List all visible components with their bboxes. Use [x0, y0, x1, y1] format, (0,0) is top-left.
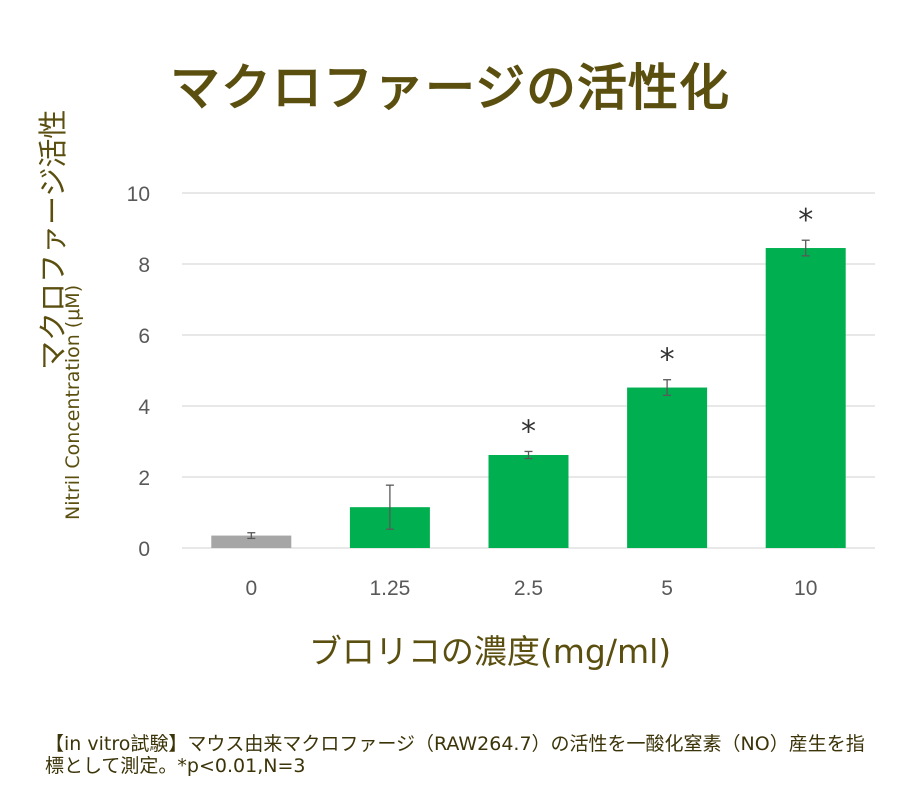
x-tick-label: 10 — [794, 577, 817, 600]
y-tick-label: 8 — [138, 254, 150, 277]
y-tick-label: 0 — [138, 538, 150, 561]
x-axis-label: ブロリコの濃度(mg/ml) — [308, 632, 672, 671]
significance-marker: * — [798, 203, 813, 238]
bar — [627, 387, 708, 548]
y-tick-label: 4 — [138, 396, 150, 419]
y-tick-label: 2 — [138, 467, 150, 490]
x-tick-label: 1.25 — [369, 577, 410, 600]
significance-marker: * — [521, 414, 536, 449]
x-tick-label: 0 — [245, 577, 257, 600]
significance-marker: * — [660, 343, 675, 378]
y-tick-label: 10 — [127, 183, 150, 206]
x-tick-label: 2.5 — [514, 577, 543, 600]
chart-title: マクロファージの活性化 — [170, 59, 730, 117]
bar — [488, 454, 569, 548]
bar — [765, 248, 846, 548]
y-tick-label: 6 — [138, 325, 150, 348]
bar — [211, 535, 292, 548]
x-tick-label: 5 — [661, 577, 673, 600]
figure-caption: 【in vitro試験】マウス由来マクロファージ（RAW264.7）の活性を一酸… — [45, 733, 865, 777]
